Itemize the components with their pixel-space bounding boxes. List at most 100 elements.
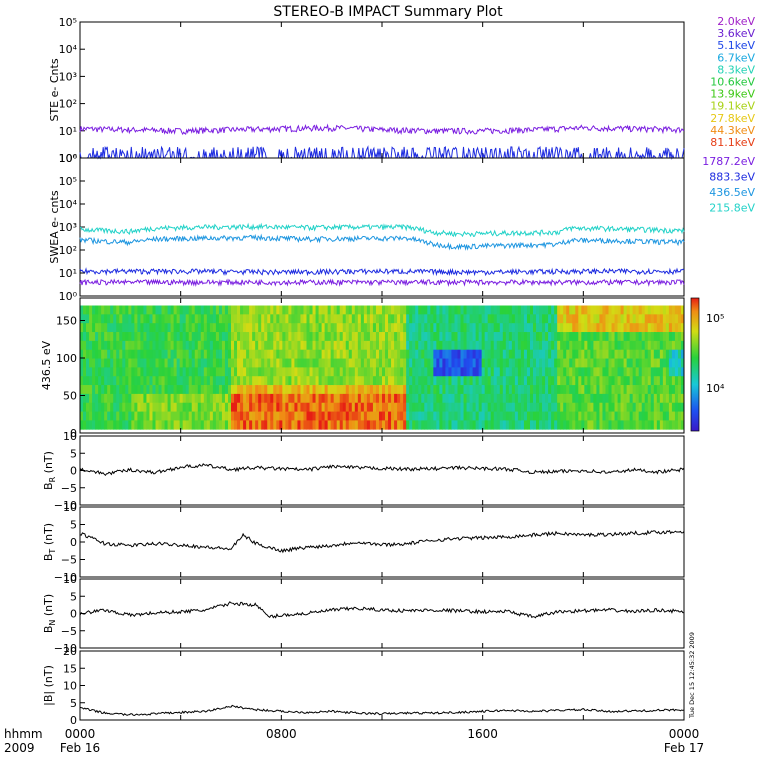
spectrogram-cell bbox=[375, 376, 380, 386]
spectrogram-cell bbox=[463, 314, 467, 324]
spectrogram-cell bbox=[620, 314, 624, 324]
spectrogram-cell bbox=[433, 323, 437, 333]
spectrogram-cell bbox=[375, 314, 380, 324]
spectrogram-cell bbox=[212, 376, 217, 386]
spectrogram-cell bbox=[197, 367, 202, 377]
spectrogram-cell bbox=[131, 376, 135, 386]
spectrogram-cell bbox=[194, 376, 199, 386]
spectrogram-cell bbox=[593, 420, 597, 430]
spectrogram-cell bbox=[451, 367, 455, 377]
spectrogram-cell bbox=[529, 332, 534, 342]
spectrogram-cell bbox=[469, 340, 473, 351]
spectrogram-cell bbox=[252, 411, 256, 421]
spectrogram-cell bbox=[185, 332, 190, 342]
spectrogram-cell bbox=[333, 402, 338, 412]
spectrogram-cell bbox=[276, 305, 280, 315]
spectrogram-cell bbox=[375, 340, 380, 351]
spectrogram-cell bbox=[291, 393, 295, 404]
spectrogram-cell bbox=[333, 376, 338, 386]
spectrogram-cell bbox=[285, 411, 289, 421]
spectrogram-cell bbox=[86, 349, 90, 359]
spectrogram-cell bbox=[182, 323, 187, 333]
spectrogram-cell bbox=[400, 349, 404, 359]
spectrogram-cell bbox=[493, 420, 498, 430]
spectrogram-cell bbox=[448, 411, 452, 421]
spectrogram-cell bbox=[366, 385, 371, 395]
spectrogram-cell bbox=[620, 305, 624, 315]
spectrogram-cell bbox=[282, 420, 286, 430]
spectrogram-cell bbox=[599, 367, 603, 377]
spectrogram-cell bbox=[505, 393, 510, 404]
spectrogram-cell bbox=[351, 323, 356, 333]
spectrogram-cell bbox=[496, 332, 501, 342]
spectrogram-cell bbox=[620, 376, 624, 386]
spectrogram-cell bbox=[258, 393, 262, 404]
spectrogram-cell bbox=[397, 340, 401, 351]
spectrogram-cell bbox=[487, 376, 492, 386]
spectrogram-cell bbox=[113, 367, 117, 377]
spectrogram-cell bbox=[394, 376, 398, 386]
spectrogram-cell bbox=[92, 358, 96, 368]
spectrogram-cell bbox=[333, 314, 338, 324]
spectrogram-cell bbox=[536, 376, 540, 386]
spectrogram-cell bbox=[113, 358, 117, 368]
spectrogram-cell bbox=[668, 323, 673, 333]
spectrogram-cell bbox=[394, 340, 398, 351]
spectrogram-cell bbox=[526, 323, 531, 333]
spectrogram-cell bbox=[650, 402, 655, 412]
spectrogram-cell bbox=[478, 420, 483, 430]
spectrogram-cell bbox=[258, 411, 262, 421]
spectrogram-cell bbox=[680, 349, 685, 359]
spectrogram-cell bbox=[394, 332, 398, 342]
spectrogram-cell bbox=[569, 323, 573, 333]
spectrogram-cell bbox=[493, 385, 498, 395]
spectrogram-cell bbox=[472, 376, 477, 386]
spectrogram-cell bbox=[240, 420, 244, 430]
spectrogram-cell bbox=[526, 349, 531, 359]
spectrogram-cell bbox=[246, 314, 250, 324]
spectrogram-cell bbox=[469, 314, 473, 324]
spectrogram-cell bbox=[327, 305, 332, 315]
spectrogram-cell bbox=[288, 332, 292, 342]
spectrogram-cell bbox=[378, 323, 383, 333]
spectrogram-cell bbox=[324, 376, 329, 386]
spectrogram-cell bbox=[89, 332, 93, 342]
spectrogram-cell bbox=[270, 367, 274, 377]
spectrogram-cell bbox=[137, 367, 141, 377]
spectrogram-cell bbox=[231, 411, 235, 421]
spectrogram-cell bbox=[288, 314, 292, 324]
spectrogram-cell bbox=[466, 349, 470, 359]
spectrogram-cell bbox=[285, 385, 289, 395]
spectrogram-cell bbox=[445, 349, 449, 359]
spectrogram-cell bbox=[146, 367, 150, 377]
spectrogram-cell bbox=[194, 323, 199, 333]
spectrogram-cell bbox=[252, 376, 256, 386]
spectrogram-cell bbox=[472, 367, 477, 377]
spectrogram-cell bbox=[200, 340, 205, 351]
spectrogram-cell bbox=[182, 340, 187, 351]
spectrogram-cell bbox=[158, 376, 162, 386]
spectrogram-cell bbox=[581, 349, 585, 359]
spectrogram-cell bbox=[623, 358, 628, 368]
spectrogram-cell bbox=[656, 402, 661, 412]
spectrogram-cell bbox=[372, 385, 377, 395]
spectrogram-cell bbox=[409, 358, 413, 368]
spectrogram-cell bbox=[442, 402, 446, 412]
spectrogram-cell bbox=[354, 402, 359, 412]
spectrogram-cell bbox=[608, 411, 612, 421]
spectrogram-cell bbox=[240, 367, 244, 377]
spectrogram-cell bbox=[659, 305, 664, 315]
spectrogram-cell bbox=[472, 420, 477, 430]
spectrogram-cell bbox=[499, 340, 504, 351]
spectrogram-cell bbox=[566, 323, 570, 333]
spectrogram-cell bbox=[116, 376, 120, 386]
spectrogram-cell bbox=[80, 393, 84, 404]
spectrogram-cell bbox=[309, 402, 313, 412]
spectrogram-cell bbox=[439, 314, 443, 324]
spectrogram-cell bbox=[484, 314, 489, 324]
spectrogram-cell bbox=[273, 393, 277, 404]
spectrogram-cell bbox=[481, 376, 486, 386]
spectrogram-cell bbox=[252, 393, 256, 404]
spectrogram-cell bbox=[218, 376, 223, 386]
